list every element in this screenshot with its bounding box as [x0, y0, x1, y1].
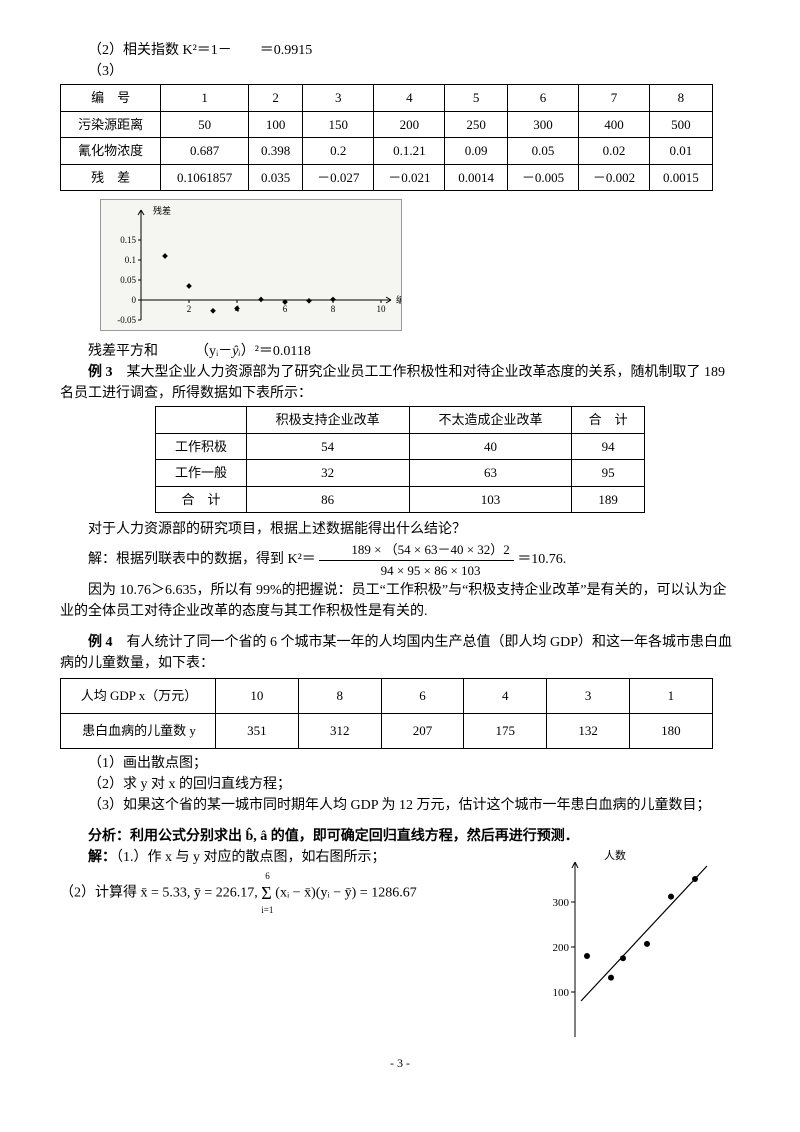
frac-num: 189 × （54 × 63－40 × 32）2 [319, 540, 514, 561]
page-number: - 3 - [60, 1054, 740, 1072]
svg-text:200: 200 [553, 942, 570, 954]
svg-text:0.15: 0.15 [120, 235, 136, 245]
ex4-text: 有人统计了同一个省的 6 个城市某一年的人均国内生产总值（即人均 GDP）和这一… [60, 635, 732, 671]
sol3-b: ＝10.76. [517, 552, 566, 567]
svg-text:10: 10 [377, 304, 387, 314]
ex3-text: 某大型企业人力资源部为了研究企业员工工作积极性和对待企业改革态度的关系，随机制取… [60, 365, 725, 401]
svg-text:8: 8 [331, 304, 336, 314]
sum-top: 6 [265, 870, 270, 884]
line-3: （3） [60, 61, 740, 82]
table-pollution: 编 号12345678 污染源距离50100150200250300400500… [60, 84, 713, 191]
ex4-label: 例 4 [88, 635, 113, 650]
svg-text:0.1: 0.1 [125, 255, 136, 265]
scatter-chart-wrap: 100 200 300 人数 [530, 847, 720, 1054]
sum-symbol: 6 Σ i=1 [261, 880, 271, 907]
q4-1: （1）画出散点图； [60, 753, 740, 774]
sol3-a: 解：根据列联表中的数据，得到 K²＝ [88, 552, 316, 567]
sum-bot: i=1 [261, 904, 273, 918]
sol4-2b: (xᵢ − x̄)(yᵢ − ȳ) = 1286.67 [275, 886, 416, 901]
svg-text:100: 100 [553, 987, 570, 999]
scatter-chart: 100 200 300 人数 [530, 847, 720, 1047]
q4-3: （3）如果这个省的某一城市同时期年人均 GDP 为 12 万元，估计这个城市一年… [60, 795, 740, 816]
analysis-text: 利用公式分别求出 b̂, â 的值，即可确定回归直线方程，然后再进行预测． [130, 829, 579, 844]
analysis: 分析：利用公式分别求出 b̂, â 的值，即可确定回归直线方程，然后再进行预测． [60, 826, 740, 847]
ex3-question: 对于人力资源部的研究项目，根据上述数据能得出什么结论？ [60, 519, 740, 540]
ex3-solution-1: 解：根据列联表中的数据，得到 K²＝ 189 × （54 × 63－40 × 3… [60, 540, 740, 580]
residual-label: 残差平方和 [88, 344, 158, 359]
svg-text:300: 300 [553, 897, 570, 909]
example-4: 例 4 有人统计了同一个省的 6 个城市某一年的人均国内生产总值（即人均 GDP… [60, 632, 740, 674]
frac-den: 94 × 95 × 86 × 103 [319, 561, 514, 581]
svg-text:0.05: 0.05 [120, 275, 136, 285]
residual-expr-b: ）²＝0.0118 [241, 344, 311, 359]
table-survey: 积极支持企业改革不太造成企业改革合 计 工作积极544094工作一般326395… [155, 406, 645, 513]
sol4-1: （1.）作 x 与 y 对应的散点图，如右图所示； [116, 850, 386, 865]
sol4-2a: （2）计算得 x̄ = 5.33, ȳ = 226.17, [60, 886, 261, 901]
analysis-label: 分析： [88, 829, 130, 844]
svg-text:0: 0 [132, 295, 137, 305]
table-gdp: 人均 GDP x（万元）1086431患白血病的儿童数 y35131220717… [60, 678, 713, 749]
residual-yhat: ŷᵢ [232, 344, 240, 359]
svg-text:人数: 人数 [604, 849, 626, 862]
svg-text:残差: 残差 [153, 205, 171, 216]
line-r2: （2）相关指数 K²＝1－ ＝0.9915 [60, 40, 740, 61]
example-3: 例 3 某大型企业人力资源部为了研究企业员工工作积极性和对待企业改革态度的关系，… [60, 362, 740, 404]
k2-fraction: 189 × （54 × 63－40 × 32）2 94 × 95 × 86 × … [319, 540, 514, 580]
svg-text:2: 2 [187, 304, 192, 314]
residual-sum-line: 残差平方和 （yᵢ－ŷᵢ）²＝0.0118 [60, 341, 740, 362]
svg-text:-0.05: -0.05 [117, 315, 136, 325]
svg-text:编号: 编号 [396, 294, 402, 305]
ex3-label: 例 3 [88, 365, 113, 380]
residual-chart: -0.0500.050.10.15246810编号残差 [100, 199, 402, 331]
svg-text:6: 6 [283, 304, 288, 314]
ex3-solution-2: 因为 10.76＞6.635，所以有 99%的把握说：员工“工作积极”与“积极支… [60, 580, 740, 622]
q4-2: （2）求 y 对 x 的回归直线方程； [60, 774, 740, 795]
sol4-label: 解： [88, 850, 116, 865]
residual-expr-a: （yᵢ－ [195, 344, 232, 359]
